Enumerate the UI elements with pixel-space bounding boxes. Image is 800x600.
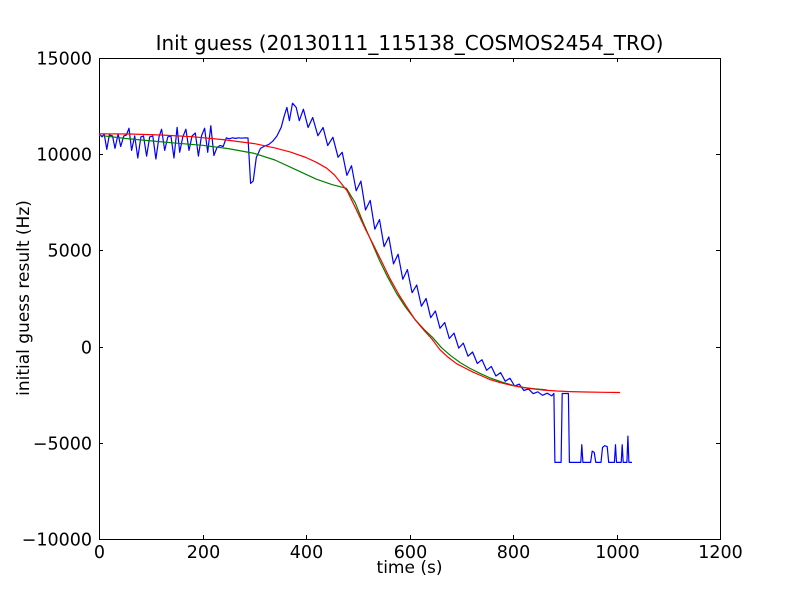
y-tick-label: 10000: [36, 146, 92, 166]
x-axis-label: time (s): [376, 558, 443, 578]
y-tick-label: 5000: [47, 242, 92, 262]
x-tick-label: 1000: [595, 543, 640, 563]
x-tick-label: 1200: [698, 543, 743, 563]
x-tick-label: 600: [394, 543, 427, 563]
red-fit-curve-line: [98, 133, 621, 394]
y-tick-label: 0: [81, 339, 92, 359]
chart-title: Init guess (20130111_115138_COSMOS2454_T…: [155, 31, 664, 55]
blue-measured-data-line: [98, 102, 632, 463]
y-tick-label: −10000: [22, 531, 92, 551]
x-tick-label: 400: [290, 543, 323, 563]
green-fit-curve-line: [98, 134, 547, 391]
axes-frame: [99, 58, 721, 540]
y-tick-label: −5000: [33, 435, 92, 455]
x-tick-label: 800: [497, 543, 530, 563]
x-tick-label: 0: [94, 543, 105, 563]
x-tick-label: 200: [187, 543, 220, 563]
y-tick-label: 15000: [36, 50, 92, 70]
